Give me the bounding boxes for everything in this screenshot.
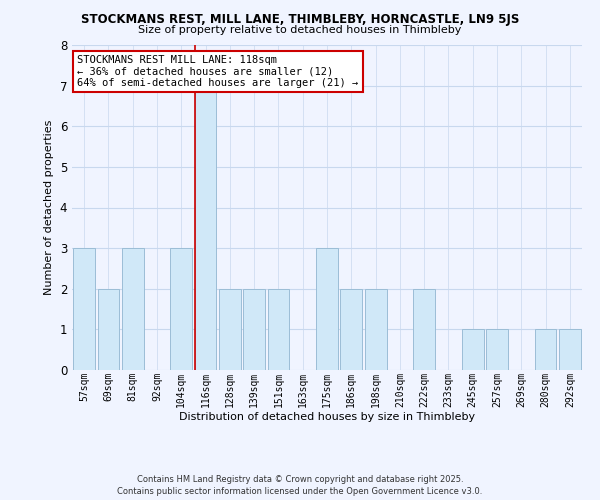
Text: Size of property relative to detached houses in Thimbleby: Size of property relative to detached ho… xyxy=(139,25,461,35)
X-axis label: Distribution of detached houses by size in Thimbleby: Distribution of detached houses by size … xyxy=(179,412,475,422)
Bar xyxy=(340,289,362,370)
Text: STOCKMANS REST MILL LANE: 118sqm
← 36% of detached houses are smaller (12)
64% o: STOCKMANS REST MILL LANE: 118sqm ← 36% o… xyxy=(77,54,358,88)
Bar xyxy=(194,86,217,370)
Bar xyxy=(219,289,241,370)
Bar xyxy=(486,330,508,370)
Bar xyxy=(122,248,143,370)
Bar xyxy=(462,330,484,370)
Bar xyxy=(365,289,386,370)
Bar xyxy=(97,289,119,370)
Bar xyxy=(243,289,265,370)
Bar xyxy=(559,330,581,370)
Y-axis label: Number of detached properties: Number of detached properties xyxy=(44,120,54,295)
Bar xyxy=(268,289,289,370)
Text: Contains HM Land Registry data © Crown copyright and database right 2025.
Contai: Contains HM Land Registry data © Crown c… xyxy=(118,475,482,496)
Text: STOCKMANS REST, MILL LANE, THIMBLEBY, HORNCASTLE, LN9 5JS: STOCKMANS REST, MILL LANE, THIMBLEBY, HO… xyxy=(81,12,519,26)
Bar xyxy=(535,330,556,370)
Bar xyxy=(316,248,338,370)
Bar xyxy=(170,248,192,370)
Bar xyxy=(73,248,95,370)
Bar xyxy=(413,289,435,370)
